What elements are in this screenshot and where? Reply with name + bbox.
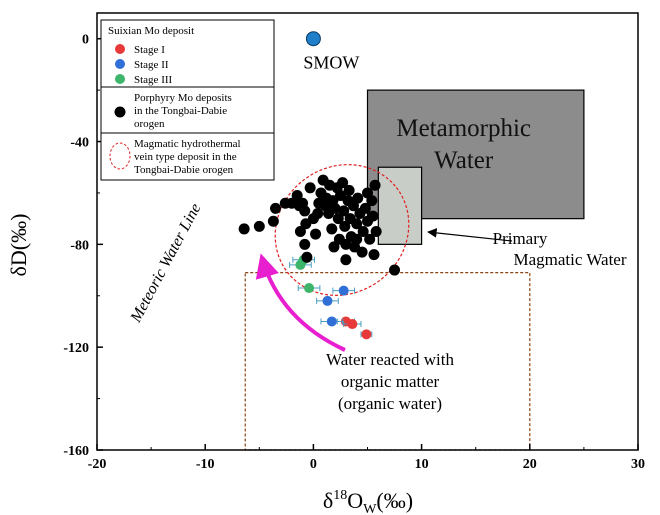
legend-marker-stage-ii	[115, 59, 125, 69]
data-point-porphyry-mo-deposits-in-the-tongbai-dabie-orogen	[340, 254, 352, 266]
smow-label: SMOW	[303, 53, 359, 73]
legend-label-magmatic-2: vein type deposit in the	[134, 151, 237, 163]
x-tick-label: 0	[310, 457, 317, 472]
legend-marker-stage-i	[115, 44, 125, 54]
data-point-porphyry-mo-deposits-in-the-tongbai-dabie-orogen	[359, 202, 371, 214]
x-tick-label: 30	[631, 457, 645, 472]
x-tick-label: 20	[523, 457, 537, 472]
organic-water-label: Water reacted with	[326, 350, 454, 369]
y-tick-label: -40	[70, 136, 89, 151]
data-point-porphyry-mo-deposits-in-the-tongbai-dabie-orogen	[279, 197, 291, 209]
legend-label-magmatic-1: Magmatic hydrothermal	[134, 138, 241, 150]
y-tick-label: -160	[63, 444, 89, 459]
metamorphic-water-label: Water	[434, 147, 494, 174]
data-point-porphyry-mo-deposits-in-the-tongbai-dabie-orogen	[367, 210, 379, 222]
data-point-porphyry-mo-deposits-in-the-tongbai-dabie-orogen	[312, 208, 324, 220]
data-point-porphyry-mo-deposits-in-the-tongbai-dabie-orogen	[253, 220, 265, 232]
data-point-porphyry-mo-deposits-in-the-tongbai-dabie-orogen	[338, 205, 350, 217]
metamorphic-water-label: Metamorphic	[396, 115, 531, 142]
data-point-porphyry-mo-deposits-in-the-tongbai-dabie-orogen	[294, 226, 306, 237]
data-point-stage-iii	[304, 283, 315, 294]
data-point-porphyry-mo-deposits-in-the-tongbai-dabie-orogen	[332, 213, 344, 225]
data-point-porphyry-mo-deposits-in-the-tongbai-dabie-orogen	[238, 223, 250, 235]
x-axis-title-delta: δ	[323, 488, 333, 513]
legend-label-magmatic-3: Tongbai-Dabie orogen	[134, 164, 234, 176]
legend-marker-stage-iii	[115, 74, 125, 84]
data-point-porphyry-mo-deposits-in-the-tongbai-dabie-orogen	[326, 223, 338, 235]
organic-water-arrow	[255, 253, 346, 352]
data-point-stage-ii	[322, 295, 333, 306]
y-tick-label: 0	[82, 33, 89, 48]
data-point-porphyry-mo-deposits-in-the-tongbai-dabie-orogen	[357, 226, 369, 237]
data-point-porphyry-mo-deposits-in-the-tongbai-dabie-orogen	[328, 241, 340, 253]
legend: Suixian Mo deposit Stage I Stage II Stag…	[100, 19, 275, 181]
x-tick-label: 10	[415, 457, 429, 472]
legend-title: Suixian Mo deposit	[108, 25, 194, 37]
data-point-porphyry-mo-deposits-in-the-tongbai-dabie-orogen	[369, 179, 381, 191]
primary-magmatic-water-field	[377, 166, 423, 245]
smow-marker	[305, 31, 321, 47]
data-point-stage-i	[361, 329, 372, 340]
data-point-stage-i	[347, 319, 358, 330]
data-point-porphyry-mo-deposits-in-the-tongbai-dabie-orogen	[267, 215, 279, 227]
data-point-stage-ii	[326, 316, 337, 327]
data-point-porphyry-mo-deposits-in-the-tongbai-dabie-orogen	[352, 192, 364, 204]
data-point-porphyry-mo-deposits-in-the-tongbai-dabie-orogen	[329, 202, 341, 214]
legend-label-stage-i: Stage I	[134, 44, 165, 56]
y-tick-label: -80	[70, 238, 89, 253]
data-point-porphyry-mo-deposits-in-the-tongbai-dabie-orogen	[340, 238, 352, 250]
y-tick-label: -120	[63, 341, 89, 356]
data-point-porphyry-mo-deposits-in-the-tongbai-dabie-orogen	[270, 202, 282, 214]
legend-label-stage-ii: Stage II	[134, 59, 169, 71]
data-point-porphyry-mo-deposits-in-the-tongbai-dabie-orogen	[299, 205, 311, 217]
data-point-porphyry-mo-deposits-in-the-tongbai-dabie-orogen	[389, 264, 401, 276]
x-axis-title-main: O	[347, 488, 363, 513]
x-axis-title: δ18OW(‰)	[323, 488, 413, 515]
data-point-stage-ii	[338, 285, 349, 296]
data-point-porphyry-mo-deposits-in-the-tongbai-dabie-orogen	[304, 182, 316, 194]
magmatic-vein-field-ellipse	[274, 164, 410, 296]
data-point-porphyry-mo-deposits-in-the-tongbai-dabie-orogen	[339, 220, 351, 232]
data-point-porphyry-mo-deposits-in-the-tongbai-dabie-orogen	[362, 187, 373, 199]
legend-label-stage-iii: Stage III	[134, 74, 173, 86]
y-axis-title: δD(‰)	[6, 214, 31, 277]
x-axis-title-sub: W	[363, 502, 377, 515]
organic-water-label: organic matter	[341, 372, 440, 391]
organic-water-label: (organic water)	[338, 394, 442, 413]
data-point-porphyry-mo-deposits-in-the-tongbai-dabie-orogen	[351, 218, 363, 230]
legend-label-porphyry-3: orogen	[134, 118, 165, 130]
data-point-porphyry-mo-deposits-in-the-tongbai-dabie-orogen	[301, 251, 313, 263]
x-axis-title-unit: (‰)	[376, 488, 413, 513]
primary-magmatic-arrow	[427, 228, 513, 242]
x-tick-label: -10	[196, 457, 215, 472]
data-point-porphyry-mo-deposits-in-the-tongbai-dabie-orogen	[370, 226, 382, 237]
organic-water-field	[244, 272, 531, 451]
legend-label-porphyry-1: Porphyry Mo deposits	[134, 92, 232, 104]
data-point-porphyry-mo-deposits-in-the-tongbai-dabie-orogen	[368, 249, 380, 261]
legend-marker-magmatic-ellipse	[109, 142, 131, 170]
data-point-porphyry-mo-deposits-in-the-tongbai-dabie-orogen	[291, 190, 303, 202]
legend-marker-porphyry	[114, 106, 126, 118]
data-point-porphyry-mo-deposits-in-the-tongbai-dabie-orogen	[364, 233, 376, 245]
x-tick-label: -20	[88, 457, 107, 472]
data-point-stage-iii	[295, 259, 306, 270]
meteoric-water-line-label: Meteoric Water Line	[127, 201, 204, 326]
data-point-porphyry-mo-deposits-in-the-tongbai-dabie-orogen	[356, 246, 368, 258]
data-point-porphyry-mo-deposits-in-the-tongbai-dabie-orogen	[299, 238, 311, 250]
x-axis-title-sup: 18	[333, 488, 347, 503]
primary-magmatic-water-label: Primary	[493, 229, 548, 248]
primary-magmatic-water-label: Magmatic Water	[513, 250, 626, 269]
legend-label-porphyry-2: in the Tongbai-Dabie	[134, 105, 227, 117]
data-point-porphyry-mo-deposits-in-the-tongbai-dabie-orogen	[337, 177, 349, 189]
data-point-porphyry-mo-deposits-in-the-tongbai-dabie-orogen	[343, 184, 355, 196]
data-point-porphyry-mo-deposits-in-the-tongbai-dabie-orogen	[310, 228, 322, 240]
data-point-porphyry-mo-deposits-in-the-tongbai-dabie-orogen	[351, 233, 363, 245]
